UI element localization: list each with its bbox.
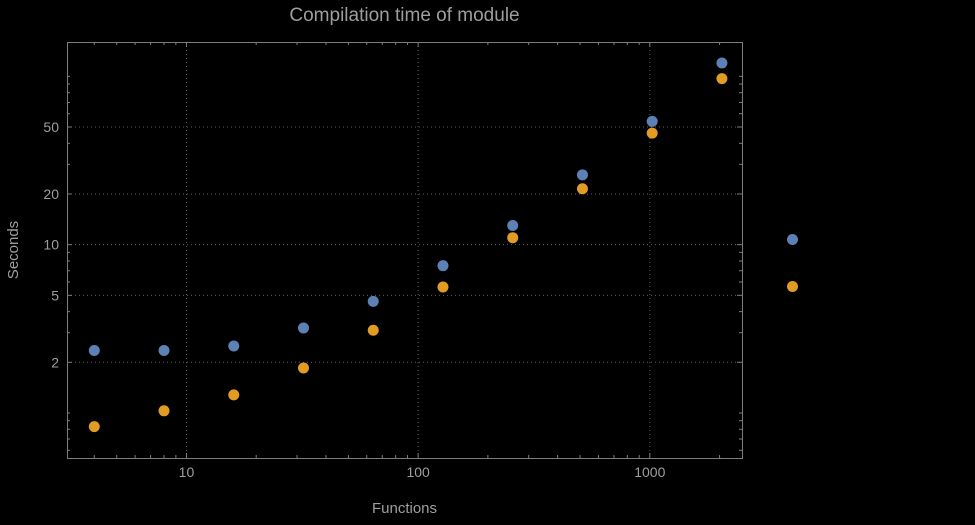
data-point-series2 [297,362,309,374]
data-point-series1 [158,345,170,357]
data-point-series2 [646,127,658,139]
data-point-series1 [437,260,449,272]
legend-marker-series1 [787,234,798,245]
y-tick-label: 2 [51,354,59,370]
data-point-series2 [88,421,100,433]
x-axis-label: Functions [371,500,438,517]
data-point-series2 [576,183,588,195]
x-tick-label: 1000 [634,464,665,480]
data-point-series1 [367,295,379,307]
data-point-series2 [507,232,519,244]
x-tick-label: 10 [179,464,195,480]
data-point-series2 [158,405,170,417]
data-point-series1 [716,57,728,69]
x-tick-label: 100 [406,464,430,480]
y-tick-label: 50 [43,119,59,135]
data-point-series1 [88,345,100,357]
legend-marker-series2 [787,281,798,292]
data-point-series2 [367,324,379,336]
data-point-series2 [437,281,449,293]
data-point-series1 [646,115,658,127]
y-tick-label: 20 [43,186,59,202]
plot-frame [67,42,743,459]
y-tick-label: 5 [51,287,59,303]
data-point-series1 [297,322,309,334]
data-point-series1 [507,219,519,231]
data-point-series1 [576,169,588,181]
data-point-series2 [716,73,728,85]
chart-title: Compilation time of module [289,5,520,26]
data-point-series2 [228,389,240,401]
data-point-series1 [228,340,240,352]
y-tick-label: 10 [43,237,59,253]
